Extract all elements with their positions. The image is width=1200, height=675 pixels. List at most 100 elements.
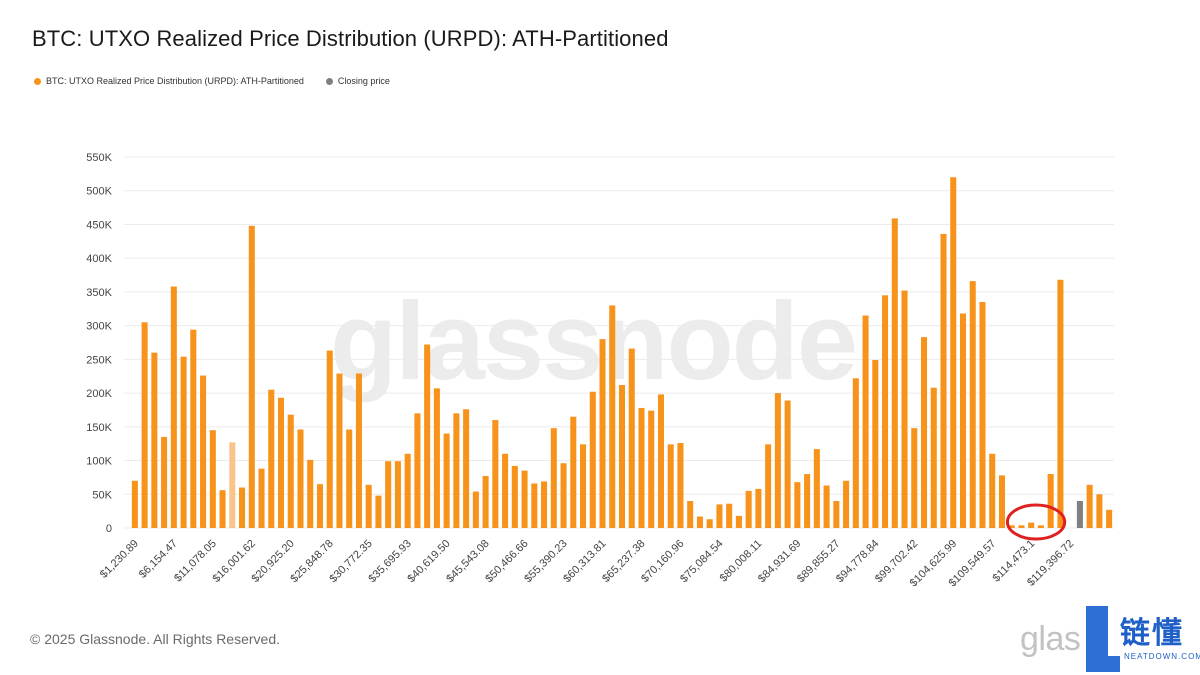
bar: [521, 470, 528, 528]
chart-title: BTC: UTXO Realized Price Distribution (U…: [32, 26, 669, 51]
neatdown-badge: 链懂 NEATDOWN.COM: [1086, 606, 1200, 672]
bar: [628, 348, 635, 528]
bar: [804, 474, 811, 528]
bar: [531, 483, 538, 528]
bar: [677, 443, 684, 528]
bar: [726, 503, 733, 528]
bar: [492, 420, 499, 528]
bar: [570, 416, 577, 528]
bar: [385, 461, 392, 528]
bar: [716, 504, 723, 528]
bar: [297, 429, 304, 528]
bar: [618, 384, 626, 528]
bar: [852, 378, 859, 528]
bar: [229, 442, 236, 528]
bar: [833, 501, 840, 528]
bar: [862, 315, 869, 528]
bar: [307, 459, 314, 528]
bar: [151, 352, 158, 528]
bar: [813, 449, 820, 528]
bar: [1086, 484, 1093, 528]
bar: [609, 305, 616, 528]
bar: [638, 407, 645, 528]
bar: [424, 344, 431, 528]
x-tick-label: $1,230.89: [98, 538, 141, 581]
y-tick-label: 150K: [86, 422, 112, 434]
y-tick-label: 100K: [86, 456, 112, 468]
closing-price-bar: [1076, 501, 1083, 528]
bar: [882, 295, 889, 528]
bar: [560, 463, 567, 528]
bar: [1047, 474, 1054, 528]
bar: [258, 468, 265, 528]
bar: [794, 482, 801, 528]
bar: [404, 453, 411, 528]
bar: [200, 375, 207, 528]
bar: [316, 484, 324, 528]
bar: [131, 480, 138, 528]
legend-item-closing-price[interactable]: Closing price: [325, 76, 390, 86]
bar: [959, 313, 967, 528]
bar: [190, 329, 197, 528]
bar: [375, 495, 382, 528]
bar: [989, 453, 996, 528]
legend-swatch-closing-price: [325, 77, 333, 85]
neatdown-cn-text: 链懂: [1120, 617, 1184, 650]
legend-label-urpd: BTC: UTXO Realized Price Distribution (U…: [46, 76, 304, 86]
bar: [443, 433, 450, 528]
bar: [1037, 525, 1044, 528]
neatdown-l-foot: [1086, 656, 1120, 672]
bar: [414, 413, 421, 528]
bar: [170, 286, 177, 528]
bar: [287, 414, 294, 528]
bar: [268, 389, 275, 528]
bar: [365, 484, 372, 528]
y-tick-label: 550K: [86, 152, 112, 164]
bar: [930, 387, 937, 528]
bar: [998, 475, 1005, 528]
bar: [969, 281, 976, 528]
bar: [482, 476, 489, 528]
bar: [346, 429, 353, 528]
bar: [502, 453, 509, 528]
bar: [755, 488, 762, 528]
bar: [219, 490, 226, 528]
y-tick-label: 450K: [86, 219, 112, 231]
bar: [511, 465, 518, 528]
legend-label-closing-price: Closing price: [337, 76, 390, 86]
bar: [950, 177, 957, 528]
y-tick-label: 400K: [86, 253, 112, 265]
bar: [774, 393, 781, 528]
bar: [209, 430, 216, 528]
bar: [589, 391, 596, 528]
bar: [1008, 525, 1015, 528]
bar: [433, 388, 440, 528]
legend-swatch-urpd: [34, 77, 41, 85]
bar: [161, 436, 168, 528]
bar: [355, 373, 362, 528]
y-tick-label: 0: [106, 523, 112, 535]
bar: [823, 485, 830, 528]
bar: [979, 302, 986, 528]
bar: [735, 515, 742, 528]
bar: [326, 350, 333, 528]
bar: [843, 480, 850, 528]
bar: [141, 322, 148, 528]
bar: [657, 394, 664, 528]
bar: [472, 491, 479, 528]
bar: [1057, 279, 1064, 528]
bar: [1096, 494, 1103, 528]
bar: [541, 481, 548, 528]
bar: [745, 490, 752, 528]
neatdown-en-text: NEATDOWN.COM: [1124, 652, 1200, 661]
bar: [580, 444, 587, 528]
y-tick-label: 350K: [86, 287, 112, 299]
y-tick-label: 50K: [92, 489, 112, 501]
legend-item-urpd[interactable]: BTC: UTXO Realized Price Distribution (U…: [34, 76, 304, 86]
legend: BTC: UTXO Realized Price Distribution (U…: [34, 76, 390, 86]
bar: [687, 501, 694, 528]
bar: [667, 444, 674, 528]
bar: [940, 233, 947, 528]
bar: [765, 444, 772, 528]
